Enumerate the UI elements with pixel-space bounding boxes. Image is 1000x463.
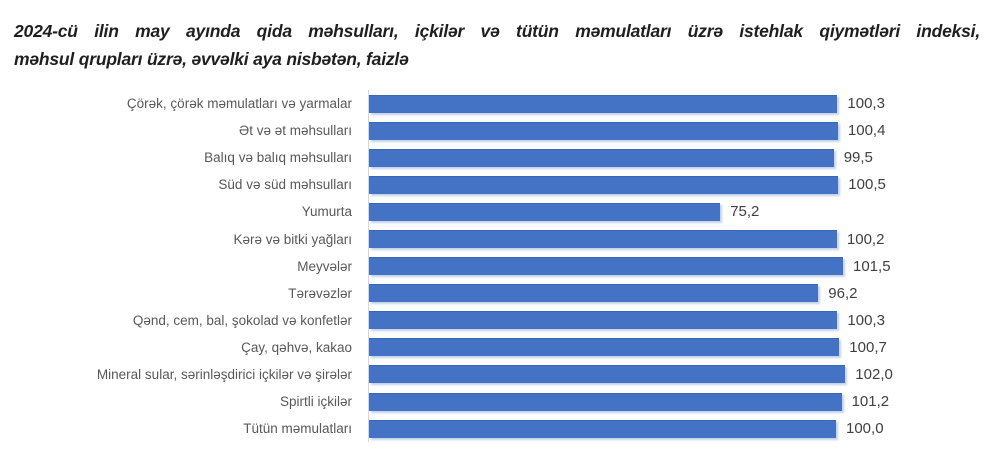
bar-row: Mineral sular, sərinləşdirici içkilər və… [0,360,1000,389]
category-label: Mineral sular, sərinləşdirici içkilər və… [96,366,352,382]
bar-row: Ət və ət məhsulları 100,4 [0,117,1000,145]
bar [369,365,846,384]
category-label: Meyvələr [297,258,352,274]
bar-chart: Çörək, çörək məmulatları və yarmalar 100… [0,90,1000,443]
category-label: Ət və ət məhsulları [239,123,352,139]
value-label: 100,3 [847,95,885,113]
plot-area: 100,7 [368,333,1000,361]
bar-row: Meyvələr 101,5 [0,252,1000,280]
category-label: Tərəvəzlər [288,285,352,301]
bar-row: Çay, qəhvə, kakao 100,7 [0,333,1000,361]
value-label: 102,0 [855,365,893,383]
plot-area: 100,3 [368,306,1000,334]
bar [369,257,843,276]
plot-area: 101,5 [368,252,1000,280]
value-label: 96,2 [828,284,858,302]
value-label: 100,5 [848,176,886,194]
category-label: Tütün məmulatları [243,421,352,437]
value-label: 100,4 [847,122,886,140]
bar [369,230,837,249]
bar [369,202,721,221]
category-label: Yumurta [301,204,352,220]
category-label: Süd və süd məhsulları [218,177,352,193]
bar-row: Çörək, çörək məmulatları və yarmalar 100… [0,90,1000,118]
bar [369,148,834,167]
category-label: Çörək, çörək məmulatları və yarmalar [126,96,352,112]
bar [369,175,839,194]
bar [369,338,840,357]
value-label: 101,2 [851,393,890,411]
plot-area: 75,2 [368,198,1000,226]
value-label: 100,7 [849,338,887,356]
bar [369,392,842,411]
bar-row: Qənd, cem, bal, şokolad və konfetlər 100… [0,306,1000,334]
value-label: 100,0 [846,420,884,438]
plot-area: 96,2 [368,279,1000,307]
plot-area: 102,0 [368,360,1000,389]
plot-area: 100,4 [368,117,1000,145]
plot-area: 100,5 [368,171,1000,199]
bar-row: Süd və süd məhsulları 100,5 [0,171,1000,199]
bar [369,121,838,140]
bar-row: Yumurta 75,2 [0,198,1000,226]
category-label: Çay, qəhvə, kakao [241,339,352,355]
plot-area: 100,2 [368,225,1000,253]
category-label: Qənd, cem, bal, şokolad və konfetlər [132,312,352,328]
plot-area: 99,5 [368,144,1000,172]
category-label: Balıq və balıq məhsulları [204,150,352,166]
bar [369,419,836,438]
bar-row: Tərəvəzlər 96,2 [0,279,1000,307]
chart-title: 2024-cü ilin may ayında qida məhsulları,… [14,17,980,73]
chart-title-line-2: məhsul qrupları üzrə, əvvəlki aya nisbət… [14,49,409,69]
bar-row: Tütün məmulatları 100,0 [0,415,1000,443]
plot-area: 100,0 [368,415,1000,443]
value-label: 100,3 [847,311,885,329]
bar-row: Balıq və balıq məhsulları 99,5 [0,144,1000,172]
bar [369,94,838,113]
value-label: 99,5 [843,149,873,167]
bar-row: Spirtli içkilər 101,2 [0,388,1000,416]
value-label: 101,5 [853,257,891,275]
value-label: 75,2 [730,203,760,221]
category-label: Spirtli içkilər [279,394,352,410]
category-label: Kərə və bitki yağları [233,231,352,247]
plot-area: 100,3 [368,90,1000,118]
bar-row: Kərə və bitki yağları 100,2 [0,225,1000,253]
bar [369,284,819,303]
value-label: 100,2 [846,230,885,248]
plot-area: 101,2 [368,388,1000,416]
chart-title-line-1: 2024-cü ilin may ayında qida məhsulları,… [14,21,980,41]
bar [369,311,838,330]
